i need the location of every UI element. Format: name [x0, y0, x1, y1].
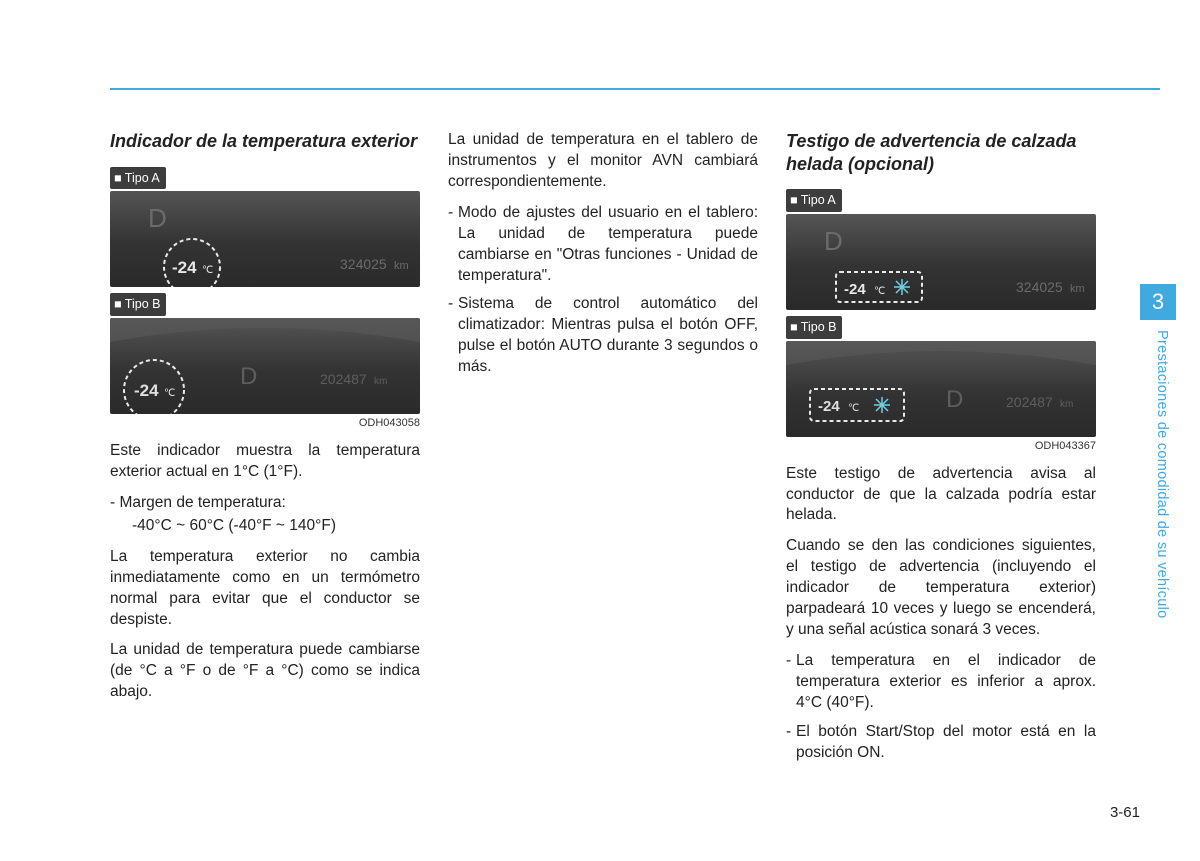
odometer: 202487: [320, 371, 367, 387]
display-b-ice-graphic: D 202487 km -24 ℃: [786, 341, 1096, 437]
snowflake-icon: [894, 279, 910, 295]
column-2: La unidad de temperatura en el tablero d…: [448, 130, 758, 772]
cluster-display-tipo-b: D 202487 km -24 ℃: [110, 318, 420, 414]
column-3: Testigo de advertencia de calzada helada…: [786, 130, 1096, 772]
chapter-number: 3: [1152, 289, 1164, 315]
cluster-display-tipo-a-ice: D 324025 km -24 ℃: [786, 214, 1096, 310]
figure-label-tipo-a: ■ Tipo A: [786, 189, 842, 212]
odometer: 202487: [1006, 394, 1053, 410]
odometer: 324025: [340, 256, 387, 272]
paragraph: Este testigo de advertencia avisa al con…: [786, 464, 1096, 527]
dash: -: [448, 294, 458, 378]
range-value: -40°C ~ 60°C (-40°F ~ 140°F): [132, 516, 420, 537]
snowflake-icon: [874, 397, 890, 413]
odometer: 324025: [1016, 279, 1063, 295]
dash: -: [786, 651, 796, 714]
paragraph: Cuando se den las condiciones siguientes…: [786, 536, 1096, 641]
range-label: - Margen de temperatura:: [110, 493, 420, 514]
list-body: Sistema de control automático del climat…: [458, 294, 758, 378]
temp-unit: ℃: [202, 265, 213, 276]
display-a-graphic: D 324025 km -24 ℃: [110, 191, 420, 287]
temp-value: -24: [818, 398, 840, 415]
page-number: 3-61: [1110, 804, 1140, 821]
cluster-display-tipo-a: D 324025 km -24 ℃: [110, 191, 420, 287]
temp-unit: ℃: [164, 388, 175, 399]
list-body: La temperatura en el indicador de temper…: [796, 651, 1096, 714]
paragraph: Este indicador muestra la temperatura ex…: [110, 441, 420, 483]
display-a-ice-graphic: D 324025 km -24 ℃: [786, 214, 1096, 310]
dash: -: [786, 722, 796, 764]
temp-unit: ℃: [874, 286, 885, 297]
display-curve: [786, 341, 1096, 365]
gear-letter: D: [946, 386, 963, 413]
paragraph: La unidad de temperatura puede cambiarse…: [110, 640, 420, 703]
odo-unit: km: [1070, 283, 1085, 295]
list-item: - Sistema de control automático del clim…: [448, 294, 758, 378]
figure-code: ODH043367: [786, 439, 1096, 454]
gear-letter: D: [148, 203, 167, 233]
list-body: Modo de ajustes del usuario en el tabler…: [458, 203, 758, 287]
list-item: - La temperatura en el indicador de temp…: [786, 651, 1096, 714]
manual-page: Indicador de la temperatura exterior ■ T…: [0, 0, 1200, 861]
figure-label-tipo-a: ■ Tipo A: [110, 167, 166, 190]
cluster-display-tipo-b-ice: D 202487 km -24 ℃: [786, 341, 1096, 437]
temp-value: -24: [172, 258, 197, 277]
temp-value: -24: [844, 281, 866, 298]
figure-label-tipo-b: ■ Tipo B: [110, 293, 166, 316]
figure-code: ODH043058: [110, 416, 420, 431]
list-item: - El botón Start/Stop del motor está en …: [786, 722, 1096, 764]
temp-unit: ℃: [848, 403, 859, 414]
odo-unit: km: [394, 260, 409, 272]
top-rule: [110, 88, 1160, 90]
paragraph: La temperatura exterior no cambia inmedi…: [110, 547, 420, 631]
odo-unit: km: [1060, 399, 1073, 410]
figure-label-tipo-b: ■ Tipo B: [786, 316, 842, 339]
display-b-graphic: D 202487 km -24 ℃: [110, 318, 420, 414]
content-columns: Indicador de la temperatura exterior ■ T…: [110, 130, 1160, 772]
paragraph: La unidad de temperatura en el tablero d…: [448, 130, 758, 193]
heading-temp-indicator: Indicador de la temperatura exterior: [110, 130, 420, 153]
column-1: Indicador de la temperatura exterior ■ T…: [110, 130, 420, 772]
display-curve: [110, 318, 420, 342]
odo-unit: km: [374, 376, 387, 387]
dash: -: [448, 203, 458, 287]
chapter-tab: 3: [1140, 284, 1176, 320]
list-body: El botón Start/Stop del motor está en la…: [796, 722, 1096, 764]
chapter-title-vertical: Prestaciones de comodidad de su vehículo: [1150, 330, 1170, 740]
heading-ice-warning: Testigo de advertencia de calzada helada…: [786, 130, 1096, 175]
list-item: - Modo de ajustes del usuario en el tabl…: [448, 203, 758, 287]
gear-letter: D: [240, 363, 257, 390]
temp-value: -24: [134, 381, 159, 400]
gear-letter: D: [824, 226, 843, 256]
